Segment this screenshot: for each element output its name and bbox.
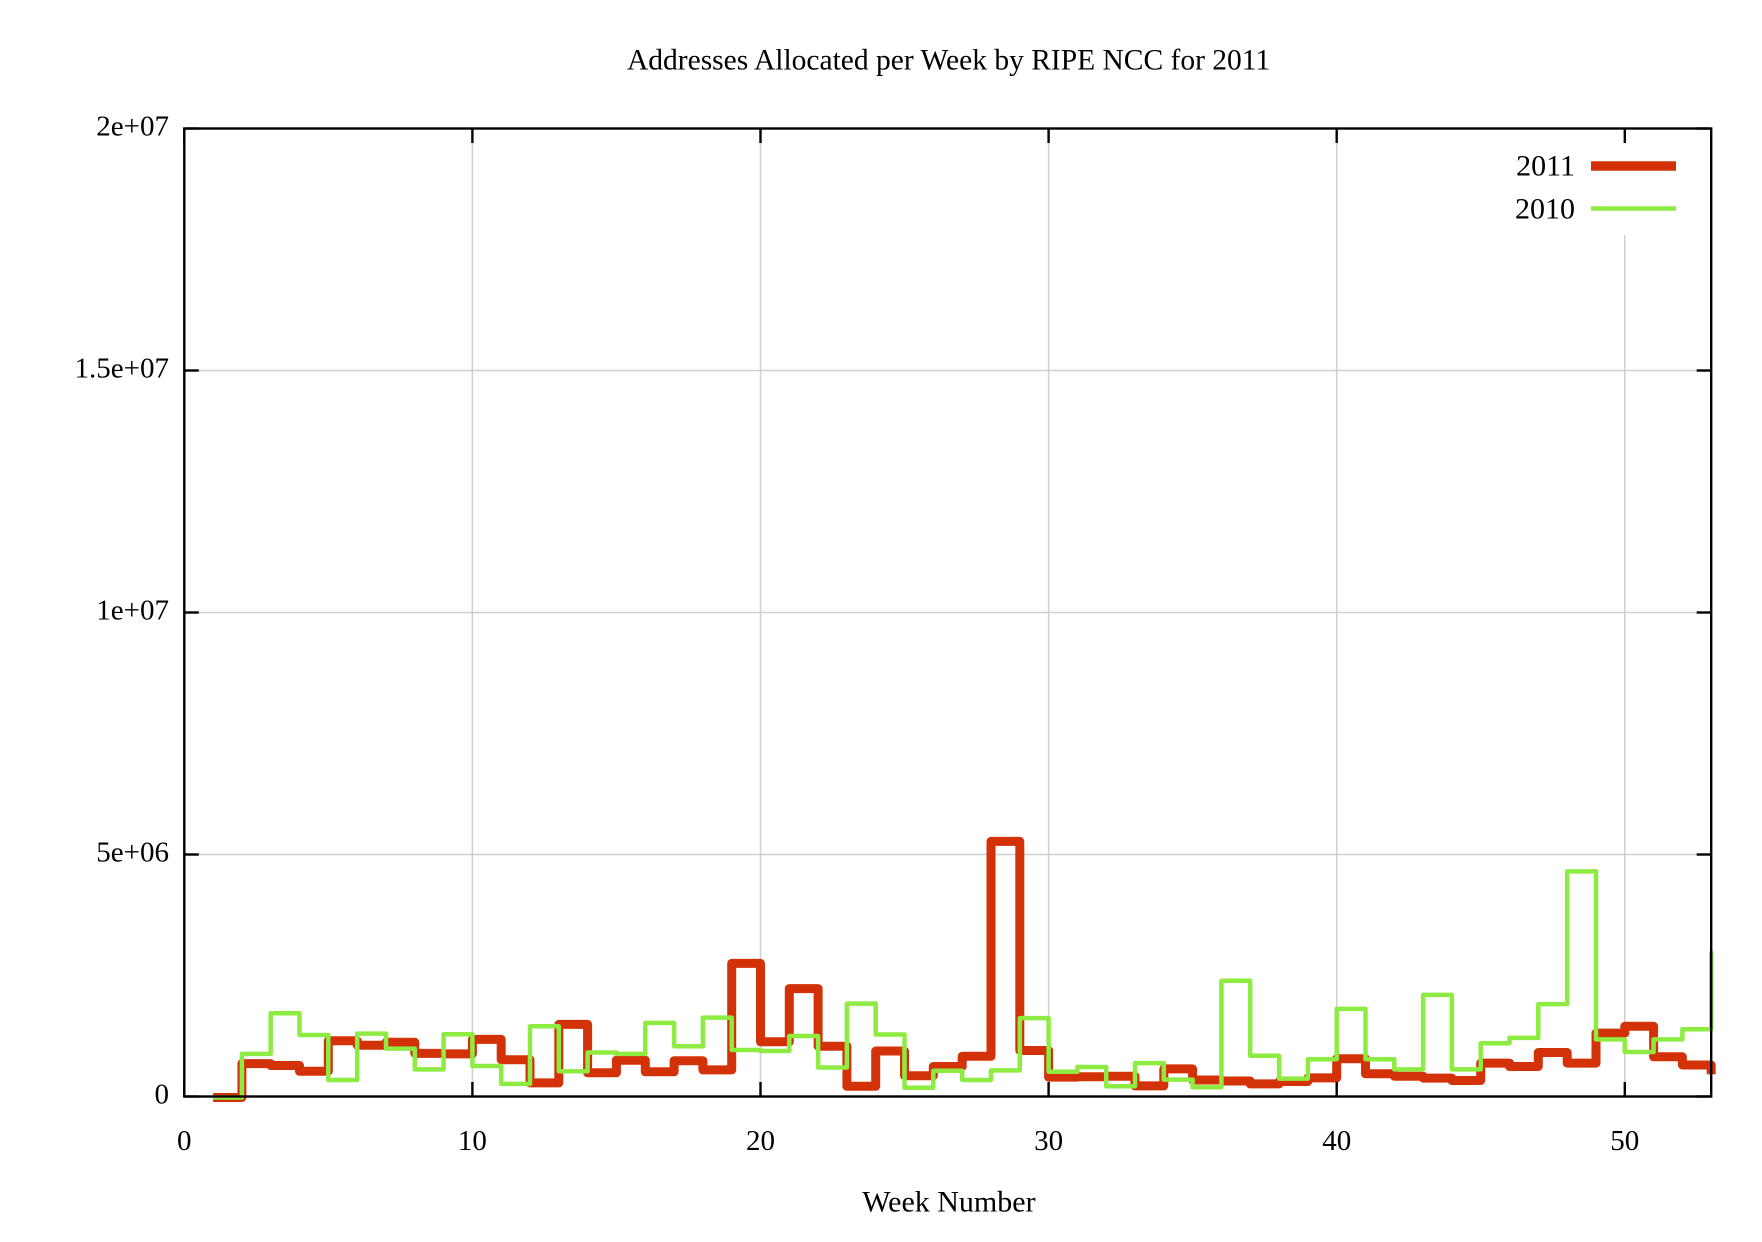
svg-text:40: 40 (1322, 1125, 1351, 1157)
svg-text:10: 10 (458, 1125, 487, 1157)
svg-text:2011: 2011 (1516, 150, 1575, 183)
svg-text:5e+06: 5e+06 (96, 837, 169, 869)
svg-text:0: 0 (155, 1079, 170, 1111)
svg-text:30: 30 (1034, 1125, 1063, 1157)
svg-text:1e+07: 1e+07 (96, 595, 169, 627)
svg-text:Week Number: Week Number (862, 1186, 1035, 1219)
svg-text:50: 50 (1610, 1125, 1639, 1157)
svg-text:1.5e+07: 1.5e+07 (75, 353, 169, 385)
svg-text:0: 0 (177, 1125, 192, 1157)
svg-text:20: 20 (746, 1125, 775, 1157)
svg-text:2e+07: 2e+07 (96, 111, 169, 143)
svg-text:Addresses Allocated per Week b: Addresses Allocated per Week by RIPE NCC… (627, 45, 1270, 77)
svg-text:2010: 2010 (1515, 192, 1575, 225)
